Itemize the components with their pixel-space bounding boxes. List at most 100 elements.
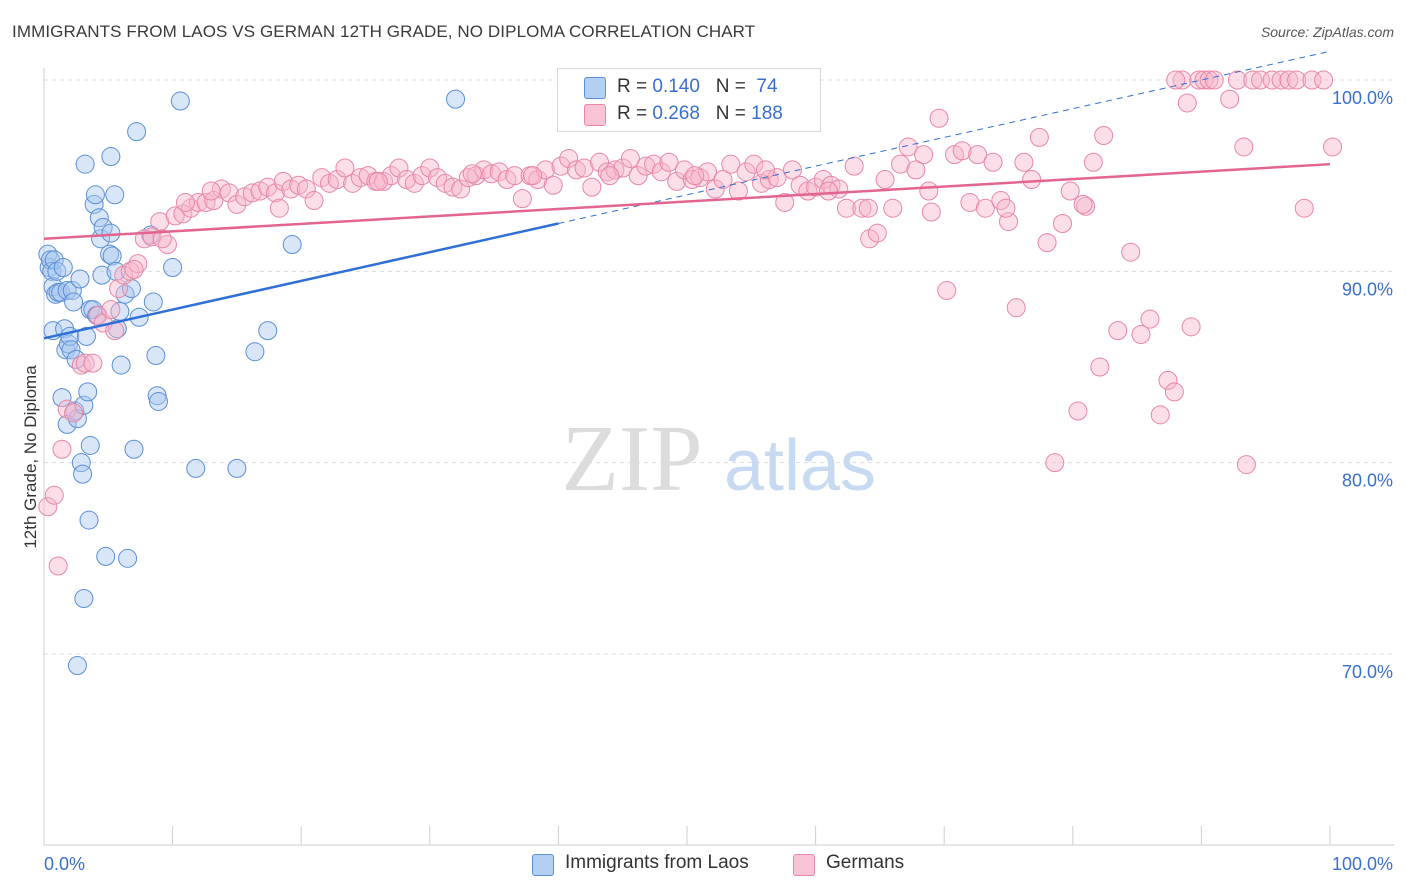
laos-point <box>101 147 121 167</box>
germans-point <box>651 162 671 182</box>
germans-point <box>1166 70 1186 90</box>
germans-point <box>312 168 332 188</box>
germans-point <box>1150 405 1170 425</box>
germans-point <box>667 171 687 191</box>
germans-point <box>590 152 610 172</box>
germans-point <box>1121 242 1141 262</box>
laos-point <box>143 292 163 312</box>
germans-point <box>659 152 679 172</box>
germans-point <box>196 192 216 212</box>
x-tick-label: 0.0% <box>44 854 85 874</box>
laos-point <box>51 282 71 302</box>
chart-title: IMMIGRANTS FROM LAOS VS GERMAN 12TH GRAD… <box>12 22 756 41</box>
legend-r-value: 0.140 <box>652 76 700 97</box>
laos-point <box>79 510 99 530</box>
germans-point <box>1294 198 1314 218</box>
germans-point <box>860 229 880 249</box>
germans-point <box>1227 70 1247 90</box>
laos-point <box>446 89 466 109</box>
germans-point <box>551 156 571 176</box>
germans-point <box>83 353 103 373</box>
laos-point <box>170 91 190 111</box>
legend-swatch-germans <box>584 104 606 126</box>
laos-point <box>43 277 63 297</box>
laos-point <box>111 355 131 375</box>
legend-n-value: 74 <box>756 76 778 97</box>
legend-n-label: N = <box>715 103 752 124</box>
tick-labels: 70.0% 80.0% 90.0% 100.0% 0.0% 100.0% <box>44 88 1393 874</box>
germans-point <box>343 173 363 193</box>
germans-point <box>1076 196 1096 216</box>
germans-point <box>404 173 424 193</box>
germans-point <box>914 145 934 165</box>
germans-point <box>582 177 602 197</box>
germans-point <box>713 169 733 189</box>
germans-point <box>1234 137 1254 157</box>
germans-point <box>1323 137 1343 157</box>
germans-point <box>1060 181 1080 201</box>
germans-point <box>64 403 84 423</box>
germans-point <box>628 166 648 186</box>
germans-point <box>806 177 826 197</box>
laos-point <box>52 388 72 408</box>
germans-point <box>620 148 640 168</box>
watermark-zip: ZIP <box>562 407 703 511</box>
laos-point <box>73 464 93 484</box>
germans-point <box>1090 357 1110 377</box>
germans-point <box>813 169 833 189</box>
germans-point <box>1108 321 1128 341</box>
legend-n-value: 188 <box>751 103 783 124</box>
germans-point <box>38 497 58 517</box>
germans-point <box>867 223 887 243</box>
germans-point <box>165 206 185 226</box>
germans-point <box>1236 455 1256 475</box>
germans-point <box>512 189 532 209</box>
laos-point <box>80 435 100 455</box>
laos-point <box>186 458 206 478</box>
germans-point <box>983 152 1003 172</box>
germans-point <box>698 162 718 182</box>
germans-point <box>1279 70 1299 90</box>
germans-point <box>458 168 478 188</box>
laos-point <box>85 185 105 205</box>
y-tick-label: 70.0% <box>1342 662 1393 682</box>
germans-point <box>929 108 949 128</box>
laos-point <box>101 223 121 243</box>
laos-point <box>245 342 265 362</box>
correlation-legend: R = 0.140 N = 74 R = 0.268 N = 188 <box>557 68 821 132</box>
legend-n-label: N = <box>715 76 752 97</box>
x-tick-label: 100.0% <box>1332 854 1393 874</box>
germans-point <box>443 177 463 197</box>
germans-point <box>368 171 388 191</box>
germans-point <box>782 160 802 180</box>
laos-point <box>282 235 302 255</box>
laos-point <box>75 154 95 174</box>
grid-lines <box>44 79 1394 655</box>
germans-point <box>1220 89 1240 109</box>
germans-point <box>728 181 748 201</box>
laos-trend-line <box>43 222 559 340</box>
legend-swatch-laos <box>584 77 606 99</box>
germans-point <box>1164 382 1184 402</box>
laos-point <box>64 292 84 312</box>
laos-point <box>146 346 166 366</box>
germans-point <box>1029 127 1049 147</box>
germans-point <box>1140 309 1160 329</box>
germans-point <box>1204 70 1224 90</box>
germans-point <box>269 198 289 218</box>
germans-point <box>1194 70 1214 90</box>
germans-point <box>744 154 764 174</box>
germans-point <box>605 160 625 180</box>
germans-point <box>755 160 775 180</box>
trend-lines <box>43 50 1331 340</box>
germans-point <box>265 183 285 203</box>
germans-point <box>52 439 72 459</box>
legend-label-laos: Immigrants from Laos <box>565 852 749 873</box>
germans-point <box>1302 70 1322 90</box>
germans-point <box>523 166 543 186</box>
germans-point <box>836 198 856 218</box>
laos-point <box>258 321 278 341</box>
germans-point <box>75 353 95 373</box>
y-tick-label: 90.0% <box>1342 279 1393 299</box>
germans-point <box>428 168 448 188</box>
